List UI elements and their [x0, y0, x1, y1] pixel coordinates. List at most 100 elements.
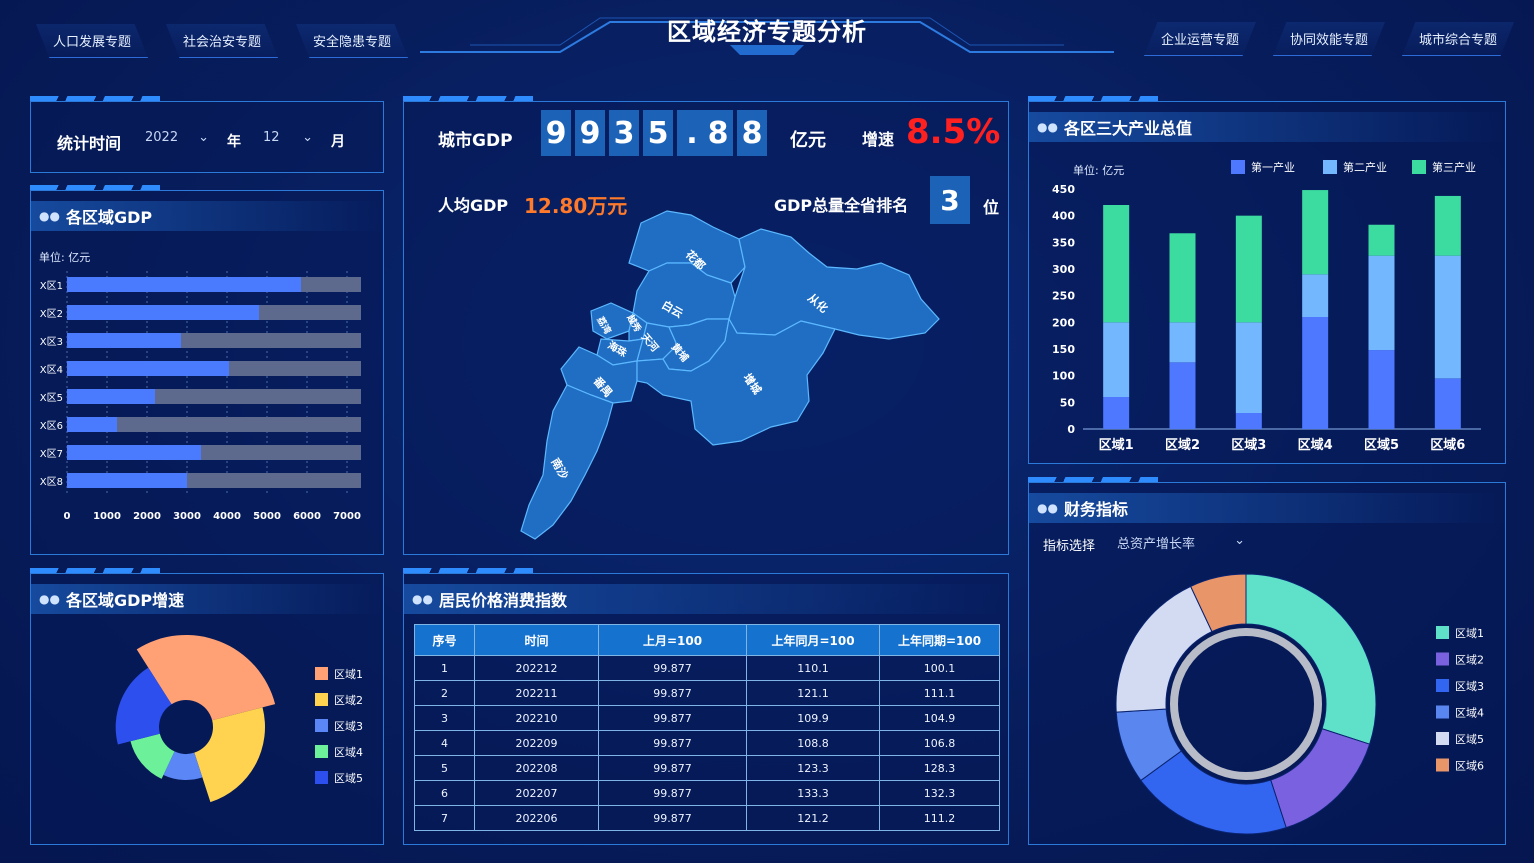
table-cell: 202209: [474, 730, 599, 756]
tab-population[interactable]: 人口发展专题: [36, 24, 148, 58]
table-cell: 4: [414, 730, 475, 756]
chevron-down-icon: ⌄: [1234, 533, 1245, 548]
year-unit: 年: [227, 134, 241, 150]
panel-title-bar: ●● 各区域GDP: [31, 201, 383, 231]
bar-segment: [1103, 205, 1130, 323]
x-tick-label: 7000: [333, 511, 361, 522]
table-cell: 121.1: [746, 680, 880, 706]
district-conghua[interactable]: [728, 228, 940, 340]
bar-segment: [1169, 233, 1196, 323]
gdp-digit: 3: [609, 110, 639, 156]
bar-segment: [1368, 350, 1395, 429]
col-header: 上月=100: [598, 624, 747, 656]
bar-segment: [1434, 195, 1461, 256]
tab-public-security[interactable]: 社会治安专题: [166, 24, 278, 58]
rose-slice: [163, 751, 203, 780]
x-tick-label: 3000: [173, 511, 201, 522]
x-tick-label: 区域6: [1430, 437, 1465, 453]
legend-swatch: [1436, 758, 1449, 772]
stat-time-label: 统计时间: [57, 134, 122, 153]
x-tick-label: 4000: [213, 511, 241, 522]
y-tick-label: 250: [1052, 290, 1075, 303]
table-row: 1 202212 99.877 110.1 100.1: [414, 655, 1000, 681]
table-cell: 99.877: [598, 780, 747, 806]
table-row: 6 202207 99.877 133.3 132.3: [414, 780, 1000, 806]
year-select[interactable]: 2022 ⌄: [145, 130, 209, 145]
donut-slice: [1270, 728, 1371, 829]
table-cell: 99.877: [598, 805, 747, 831]
table-cell: 1: [414, 655, 475, 681]
rose-slice: [130, 733, 175, 779]
y-tick-label: 200: [1052, 316, 1075, 329]
col-header: 上年同月=100: [746, 624, 880, 656]
bar: [67, 361, 229, 376]
y-tick-label: X区6: [40, 420, 63, 432]
legend-swatch: [1436, 679, 1449, 692]
legend-label: 区域6: [1455, 760, 1484, 773]
table-cell: 128.3: [879, 755, 1000, 781]
cpi-panel: ●● 居民价格消费指数 序号 时间 上月=100 上年同月=100 上年同期=10…: [403, 568, 1009, 845]
cpi-table-wrap: 序号 时间 上月=100 上年同月=100 上年同期=100 1 202212 99…: [414, 624, 1000, 831]
table-cell: 202212: [474, 655, 599, 681]
legend-swatch: [315, 667, 328, 680]
bar-segment: [1169, 322, 1196, 363]
legend-label: 区域3: [334, 720, 363, 733]
x-tick-label: 1000: [93, 511, 121, 522]
bar-segment: [1434, 255, 1461, 379]
y-tick-label: 50: [1060, 396, 1076, 409]
stat-time-panel: 统计时间 2022 ⌄ 年 12 ⌄ 月: [30, 96, 384, 173]
table-cell: 111.2: [879, 805, 1000, 831]
year-value: 2022: [145, 130, 179, 145]
bar-segment: [1169, 362, 1196, 429]
table-cell: 6: [414, 780, 475, 806]
indicator-select[interactable]: 总资产增长率 ⌄: [1117, 533, 1245, 552]
bar: [67, 445, 201, 460]
legend-swatch: [1436, 705, 1449, 719]
tab-city-comprehensive[interactable]: 城市综合专题: [1402, 22, 1514, 56]
chevron-down-icon: ⌄: [198, 130, 209, 145]
y-tick-label: X区7: [40, 448, 63, 460]
month-select[interactable]: 12 ⌄: [263, 130, 313, 145]
y-tick-label: X区4: [40, 364, 63, 376]
legend-label: 区域2: [334, 694, 363, 707]
tab-collaborative-efficiency[interactable]: 协同效能专题: [1273, 22, 1385, 56]
table-cell: 132.3: [879, 780, 1000, 806]
y-tick-label: X区2: [40, 308, 63, 320]
table-cell: 5: [414, 755, 475, 781]
table-cell: 2: [414, 680, 475, 706]
panel-title-bar: ●● 财务指标: [1029, 493, 1505, 523]
industry-panel: ●● 各区三大产业总值 单位: 亿元 0 50 100 150 200 250 300 350 4…: [1028, 96, 1506, 464]
tab-enterprise-operation[interactable]: 企业运营专题: [1144, 22, 1256, 56]
table-cell: 123.3: [746, 755, 880, 781]
tab-safety-hazard[interactable]: 安全隐患专题: [296, 24, 408, 58]
bar-segment: [1235, 215, 1262, 323]
month-value: 12: [263, 130, 280, 145]
legend-swatch: [315, 693, 328, 706]
table-cell: 202206: [474, 805, 599, 831]
month-unit: 月: [331, 134, 345, 150]
cpi-table: 序号 时间 上月=100 上年同月=100 上年同期=100 1 202212 99…: [414, 624, 1000, 831]
panel-title-bar: ●● 各区域GDP增速: [31, 584, 383, 614]
y-tick-label: X区1: [40, 280, 63, 292]
legend-label: 区域4: [1455, 707, 1484, 720]
legend-label: 区域1: [334, 668, 363, 681]
col-header: 上年同期=100: [879, 624, 1000, 656]
legend-swatch: [1231, 160, 1245, 174]
bar-segment: [1235, 413, 1262, 429]
panel-title-bar: ●● 各区三大产业总值: [1029, 112, 1505, 142]
district-panyu[interactable]: [560, 346, 638, 404]
region-growth-chart: 区域1 区域2 区域3 区域4 区域5: [115, 635, 363, 803]
bar-segment: [1368, 224, 1395, 256]
col-header: 时间: [474, 624, 599, 656]
legend-swatch: [315, 771, 328, 784]
district-zengcheng[interactable]: [636, 317, 836, 446]
table-row: 2 202211 99.877 121.1 111.1: [414, 680, 1000, 706]
users-icon: ●●: [39, 209, 60, 223]
bar-segment: [1302, 274, 1329, 317]
donut-slice: [1245, 573, 1377, 745]
x-tick-label: 6000: [293, 511, 321, 522]
y-tick-label: X区3: [40, 336, 63, 348]
x-tick-label: 区域2: [1165, 437, 1200, 453]
table-cell: 202211: [474, 680, 599, 706]
district-nansha[interactable]: [520, 384, 614, 540]
